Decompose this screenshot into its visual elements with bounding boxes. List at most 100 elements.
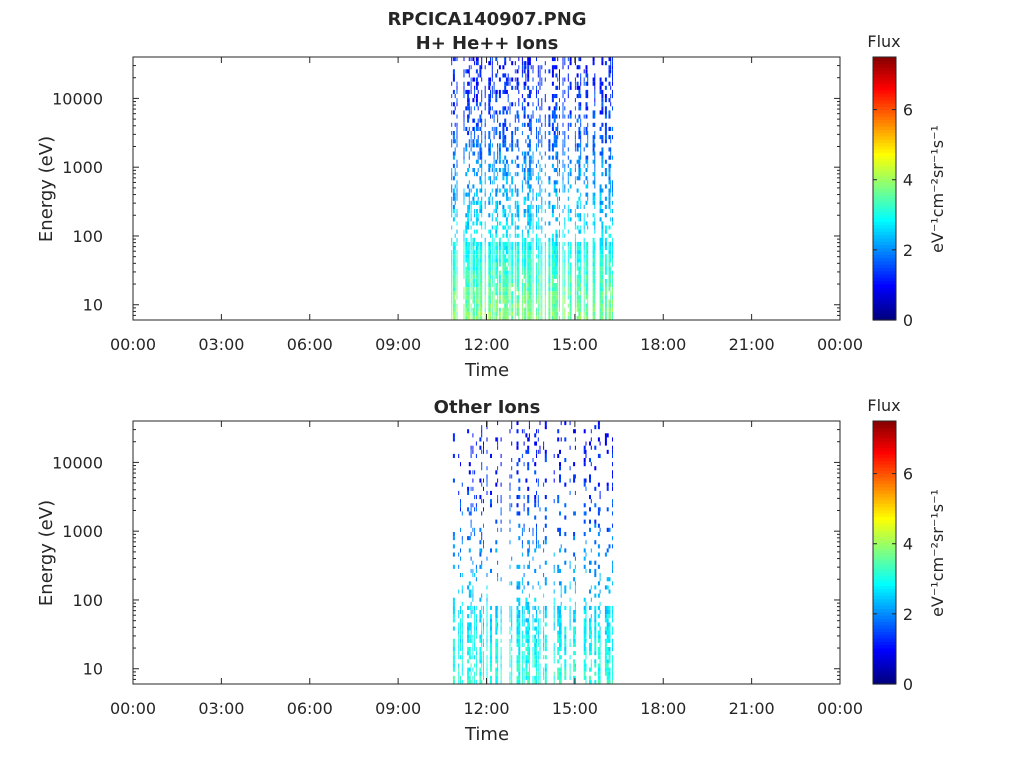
spectrogram-cell — [497, 527, 499, 532]
spectrogram-cell — [585, 246, 588, 251]
spectrogram-cell — [488, 94, 491, 99]
spectrogram-cell — [481, 532, 483, 537]
spectrogram-cell — [516, 675, 519, 680]
spectrogram-cell — [537, 192, 539, 197]
spectrogram-cell — [470, 523, 472, 528]
spectrogram-cell — [601, 270, 604, 275]
spectrogram-cell — [610, 311, 612, 316]
spectrogram-cell — [608, 225, 611, 230]
spectrogram-cell — [475, 274, 478, 279]
spectrogram-cell — [521, 532, 523, 537]
spectrogram-cell — [491, 266, 493, 271]
spectrogram-cell — [498, 250, 501, 255]
spectrogram-cell — [532, 585, 534, 590]
spectrogram-cell — [484, 266, 486, 271]
colorbar-tick-label: 2 — [903, 241, 913, 260]
spectrogram-cell — [467, 89, 470, 94]
spectrogram-cell — [504, 283, 507, 288]
spectrogram-cell — [451, 209, 453, 214]
spectrogram-cell — [544, 523, 547, 528]
spectrogram-cell — [612, 605, 613, 610]
spectrogram-cell — [456, 163, 458, 168]
spectrogram-cell — [468, 634, 471, 639]
spectrogram-cell — [612, 221, 613, 226]
spectrogram-cell — [539, 610, 541, 615]
spectrogram-cell — [601, 315, 604, 320]
spectrogram-cell — [594, 200, 596, 205]
spectrogram-cell — [454, 151, 456, 156]
colorbar-band — [873, 201, 896, 206]
spectrogram-cell — [479, 597, 482, 602]
spectrogram-cell — [456, 283, 458, 288]
spectrogram-cell — [528, 139, 531, 144]
spectrogram-cell — [612, 299, 613, 304]
spectrogram-cell — [509, 278, 511, 283]
spectrogram-cell — [610, 139, 612, 144]
spectrogram-cell — [481, 548, 483, 553]
spectrogram-cell — [516, 495, 519, 500]
spectrogram-cell — [555, 143, 558, 148]
spectrogram-cell — [557, 638, 560, 643]
spectrogram-cell — [599, 291, 602, 296]
spectrogram-cell — [574, 270, 576, 275]
spectrogram-cell — [495, 89, 498, 94]
spectrogram-cell — [468, 114, 470, 119]
spectrogram-cell — [451, 139, 453, 144]
spectrogram-cell — [587, 94, 589, 99]
spectrogram-cell — [498, 278, 501, 283]
spectrogram-cell — [589, 667, 591, 672]
spectrogram-cell — [481, 65, 483, 70]
spectrogram-cell — [532, 634, 534, 639]
spectrogram-cell — [495, 638, 498, 643]
spectrogram-cell — [521, 254, 523, 259]
spectrogram-cell — [470, 671, 472, 676]
spectrogram-cell — [555, 233, 558, 238]
spectrogram-cell — [527, 254, 530, 259]
spectrogram-cell — [511, 441, 513, 446]
spectrogram-cell — [463, 307, 465, 312]
spectrogram-cell — [486, 675, 488, 680]
spectrogram-cell — [567, 274, 569, 279]
spectrogram-cell — [585, 601, 587, 606]
spectrogram-cell — [525, 266, 527, 271]
spectrogram-cell — [497, 307, 499, 312]
spectrogram-cell — [551, 299, 554, 304]
spectrogram-cell — [467, 270, 470, 275]
spectrogram-cell — [530, 217, 532, 222]
spectrogram-cell — [594, 254, 596, 259]
spectrogram-cell — [452, 176, 455, 181]
spectrogram-cell — [539, 642, 541, 647]
spectrogram-cell — [468, 155, 470, 160]
spectrogram-cell — [594, 503, 597, 508]
spectrogram-cell — [470, 110, 472, 115]
spectrogram-cell — [536, 246, 537, 251]
spectrogram-cell — [481, 110, 483, 115]
spectrogram-cell — [606, 433, 609, 438]
spectrogram-cell — [539, 295, 541, 300]
spectrogram-cell — [472, 241, 475, 246]
spectrogram-cell — [594, 287, 596, 292]
spectrogram-cell — [481, 622, 483, 627]
spectrogram-cell — [589, 507, 591, 512]
spectrogram-cell — [463, 188, 465, 193]
spectrogram-cell — [479, 610, 482, 615]
spectrogram-cell — [612, 638, 613, 643]
spectrogram-cell — [539, 667, 541, 672]
colorbar-band — [873, 513, 896, 517]
spectrogram-cell — [502, 159, 505, 164]
spectrogram-cell — [544, 188, 546, 193]
spectrogram-cell — [458, 663, 460, 668]
spectrogram-cell — [551, 122, 554, 127]
spectrogram-cell — [523, 564, 525, 569]
spectrogram-cell — [481, 274, 483, 279]
spectrogram-cell — [475, 671, 477, 676]
spectrogram-cell — [612, 614, 613, 619]
spectrogram-cell — [493, 168, 495, 173]
spectrogram-cell — [493, 246, 495, 251]
spectrogram-cell — [527, 618, 530, 623]
y-tick-label: 1000 — [62, 158, 103, 177]
colorbar-band — [873, 450, 896, 455]
spectrogram-cell — [539, 73, 541, 78]
spectrogram-cell — [493, 287, 495, 292]
spectrogram-cell — [456, 213, 458, 218]
